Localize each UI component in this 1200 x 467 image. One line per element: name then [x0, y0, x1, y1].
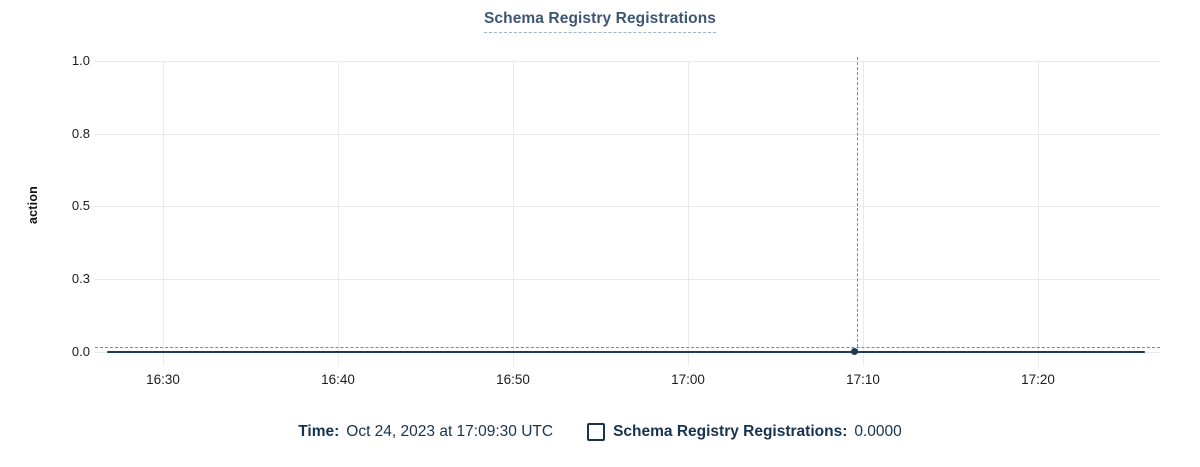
x-tick-label: 16:40	[321, 372, 355, 387]
gridline-horizontal	[95, 134, 1160, 135]
crosshair-vertical-line	[857, 57, 858, 352]
gridline-vertical	[863, 61, 864, 366]
x-tick-label: 17:00	[671, 372, 705, 387]
tooltip-time-label: Time:	[298, 423, 340, 440]
x-tick-label: 16:30	[146, 372, 180, 387]
gridline-vertical	[163, 61, 164, 366]
y-tick-label: 0.5	[71, 198, 90, 213]
gridline-horizontal	[95, 61, 1160, 62]
gridline-horizontal	[95, 206, 1160, 207]
gridline-vertical	[1038, 61, 1039, 366]
legend-series-value: 0.0000	[854, 423, 902, 440]
tooltip-legend-row: Time: Oct 24, 2023 at 17:09:30 UTC Schem…	[0, 423, 1200, 441]
x-tick-label: 17:10	[846, 372, 880, 387]
x-tick-label: 16:50	[496, 372, 530, 387]
gridline-vertical	[338, 61, 339, 366]
series-visibility-checkbox[interactable]	[587, 423, 606, 441]
x-tick-label: 17:20	[1021, 372, 1055, 387]
chart-title[interactable]: Schema Registry Registrations	[483, 10, 717, 33]
plot-area[interactable]	[95, 61, 1160, 352]
gridline-vertical	[688, 61, 689, 366]
y-tick-label: 0.0	[71, 344, 90, 359]
series-line	[107, 351, 1145, 353]
y-tick-label: 1.0	[71, 53, 90, 68]
crosshair-horizontal-line	[95, 347, 1160, 348]
gridline-horizontal	[95, 279, 1160, 280]
legend-series-label: Schema Registry Registrations:	[613, 423, 848, 440]
legend-series-item[interactable]: Schema Registry Registrations: 0.0000	[587, 423, 902, 441]
hovered-point-marker	[851, 348, 858, 355]
gridline-vertical	[513, 61, 514, 366]
tooltip-time-value: Oct 24, 2023 at 17:09:30 UTC	[346, 423, 554, 440]
y-axis-title: action	[26, 185, 40, 225]
chart-header: Schema Registry Registrations	[0, 10, 1200, 33]
tooltip-time: Time: Oct 24, 2023 at 17:09:30 UTC	[298, 423, 553, 441]
y-tick-label: 0.3	[71, 271, 90, 286]
y-tick-label: 0.8	[71, 126, 90, 141]
